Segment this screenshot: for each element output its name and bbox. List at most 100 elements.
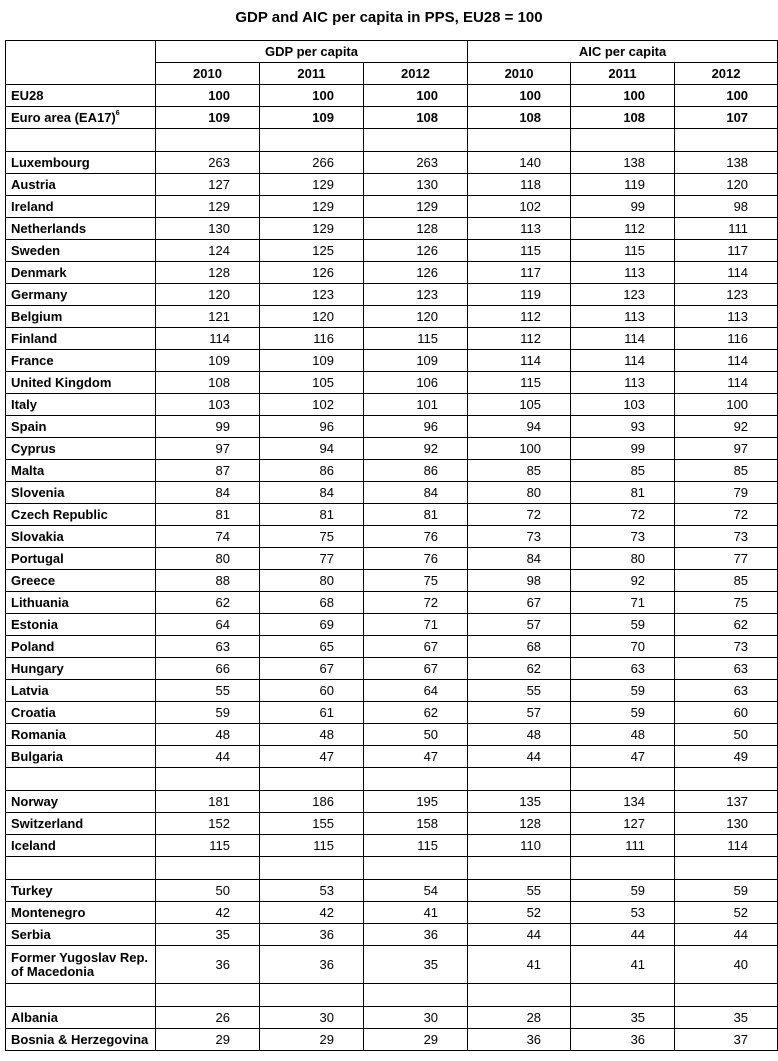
aic-value-cell: 71 <box>570 591 676 614</box>
country-label-cell: Italy <box>5 393 156 416</box>
country-label-cell: Sweden <box>5 239 156 262</box>
gdp-value-cell: 50 <box>155 879 260 902</box>
country-label-cell: Croatia <box>5 701 156 724</box>
table-row: Iceland 115 115 115 110 111 114 <box>5 834 778 857</box>
gdp-value-cell: 123 <box>362 283 469 306</box>
aic-value-cell: 120 <box>674 173 778 196</box>
gdp-value-cell: 130 <box>362 173 469 196</box>
country-label: Spain <box>11 418 47 434</box>
country-label-cell: Greece <box>5 569 156 592</box>
gdp-value-cell: 42 <box>155 901 260 924</box>
aic-value-cell: 44 <box>467 745 572 768</box>
gdp-value-cell: 48 <box>155 723 260 746</box>
country-label: Albania <box>11 1009 58 1025</box>
table-row: Turkey 50 53 54 55 59 59 <box>5 879 778 902</box>
aic-value-cell: 80 <box>570 547 676 570</box>
gdp-value-cell: 47 <box>362 745 469 768</box>
table-row: Former Yugoslav Rep. of Macedonia 36 36 35 4… <box>5 945 778 984</box>
table-row: Luxembourg 263 266 263 140 138 138 <box>5 151 778 174</box>
country-label-cell: Portugal <box>5 547 156 570</box>
country-label-cell: Bulgaria <box>5 745 156 768</box>
country-label: Lithuania <box>11 594 69 610</box>
aic-value-cell: 114 <box>674 834 778 857</box>
country-label: Belgium <box>11 308 63 324</box>
table-row: Belgium 121 120 120 112 113 113 <box>5 305 778 328</box>
gdp-value-cell: 109 <box>259 106 364 129</box>
table-row: Malta 87 86 86 85 85 85 <box>5 459 778 482</box>
aic-value-cell: 100 <box>467 437 572 460</box>
country-label: Malta <box>11 462 45 478</box>
gdp-value-cell: 124 <box>155 239 260 262</box>
aic-value-cell: 73 <box>674 525 778 548</box>
aic-value-cell: 44 <box>467 923 572 946</box>
country-label-cell: Luxembourg <box>5 151 156 174</box>
gdp-value-cell: 92 <box>362 437 469 460</box>
gdp-value-cell: 69 <box>259 613 364 636</box>
gdp-value-cell: 102 <box>259 393 364 416</box>
gdp-value-cell: 129 <box>259 217 364 240</box>
gdp-value-cell: 81 <box>362 503 469 526</box>
country-label-cell: Bosnia & Herzegovina <box>5 1028 156 1051</box>
empty-cell <box>674 856 778 880</box>
gdp-value-cell: 84 <box>362 481 469 504</box>
aic-value-cell: 36 <box>570 1028 676 1051</box>
table-row: United Kingdom 108 105 106 115 113 114 <box>5 371 778 394</box>
gdp-value-cell: 96 <box>362 415 469 438</box>
gdp-value-cell: 81 <box>259 503 364 526</box>
country-label: Turkey <box>11 882 53 898</box>
gdp-value-cell: 30 <box>362 1006 469 1029</box>
country-label-cell: Finland <box>5 327 156 350</box>
header-year: 2011 <box>570 62 676 85</box>
aic-value-cell: 40 <box>674 945 778 984</box>
country-label-cell: Estonia <box>5 613 156 636</box>
gdp-value-cell: 181 <box>155 790 260 813</box>
aic-value-cell: 98 <box>674 195 778 218</box>
table-row: Netherlands 130 129 128 113 112 111 <box>5 217 778 240</box>
aic-value-cell: 36 <box>467 1028 572 1051</box>
separator-row <box>5 128 778 152</box>
gdp-value-cell: 109 <box>155 106 260 129</box>
country-label: Slovakia <box>11 528 64 544</box>
aic-value-cell: 114 <box>467 349 572 372</box>
gdp-value-cell: 86 <box>362 459 469 482</box>
empty-cell <box>570 128 676 152</box>
aic-value-cell: 44 <box>570 923 676 946</box>
empty-cell <box>362 767 469 791</box>
aic-value-cell: 59 <box>674 879 778 902</box>
country-label: Hungary <box>11 660 64 676</box>
gdp-value-cell: 48 <box>259 723 364 746</box>
header-year: 2012 <box>674 62 778 85</box>
gdp-value-cell: 155 <box>259 812 364 835</box>
aic-value-cell: 111 <box>674 217 778 240</box>
gdp-value-cell: 41 <box>362 901 469 924</box>
aic-value-cell: 63 <box>674 657 778 680</box>
aic-value-cell: 114 <box>570 327 676 350</box>
empty-cell <box>467 856 572 880</box>
country-label-cell: Turkey <box>5 879 156 902</box>
aic-value-cell: 57 <box>467 613 572 636</box>
gdp-value-cell: 60 <box>259 679 364 702</box>
gdp-value-cell: 87 <box>155 459 260 482</box>
gdp-value-cell: 36 <box>362 923 469 946</box>
aic-value-cell: 140 <box>467 151 572 174</box>
aic-value-cell: 114 <box>674 371 778 394</box>
gdp-value-cell: 100 <box>155 84 260 107</box>
country-label: Luxembourg <box>11 154 90 170</box>
country-label: Portugal <box>11 550 64 566</box>
aic-value-cell: 75 <box>674 591 778 614</box>
aic-value-cell: 115 <box>467 239 572 262</box>
gdp-value-cell: 96 <box>259 415 364 438</box>
country-label-cell: Malta <box>5 459 156 482</box>
table-row: Greece 88 80 75 98 92 85 <box>5 569 778 592</box>
gdp-value-cell: 50 <box>362 723 469 746</box>
header-year-row: 2010 2011 2012 2010 2011 2012 <box>6 62 778 85</box>
gdp-value-cell: 100 <box>259 84 364 107</box>
table-row: Italy 103 102 101 105 103 100 <box>5 393 778 416</box>
empty-cell <box>362 856 469 880</box>
country-label: Estonia <box>11 616 58 632</box>
gdp-value-cell: 53 <box>259 879 364 902</box>
aic-value-cell: 117 <box>674 239 778 262</box>
aic-value-cell: 37 <box>674 1028 778 1051</box>
table-row: Sweden 124 125 126 115 115 117 <box>5 239 778 262</box>
gdp-value-cell: 116 <box>259 327 364 350</box>
